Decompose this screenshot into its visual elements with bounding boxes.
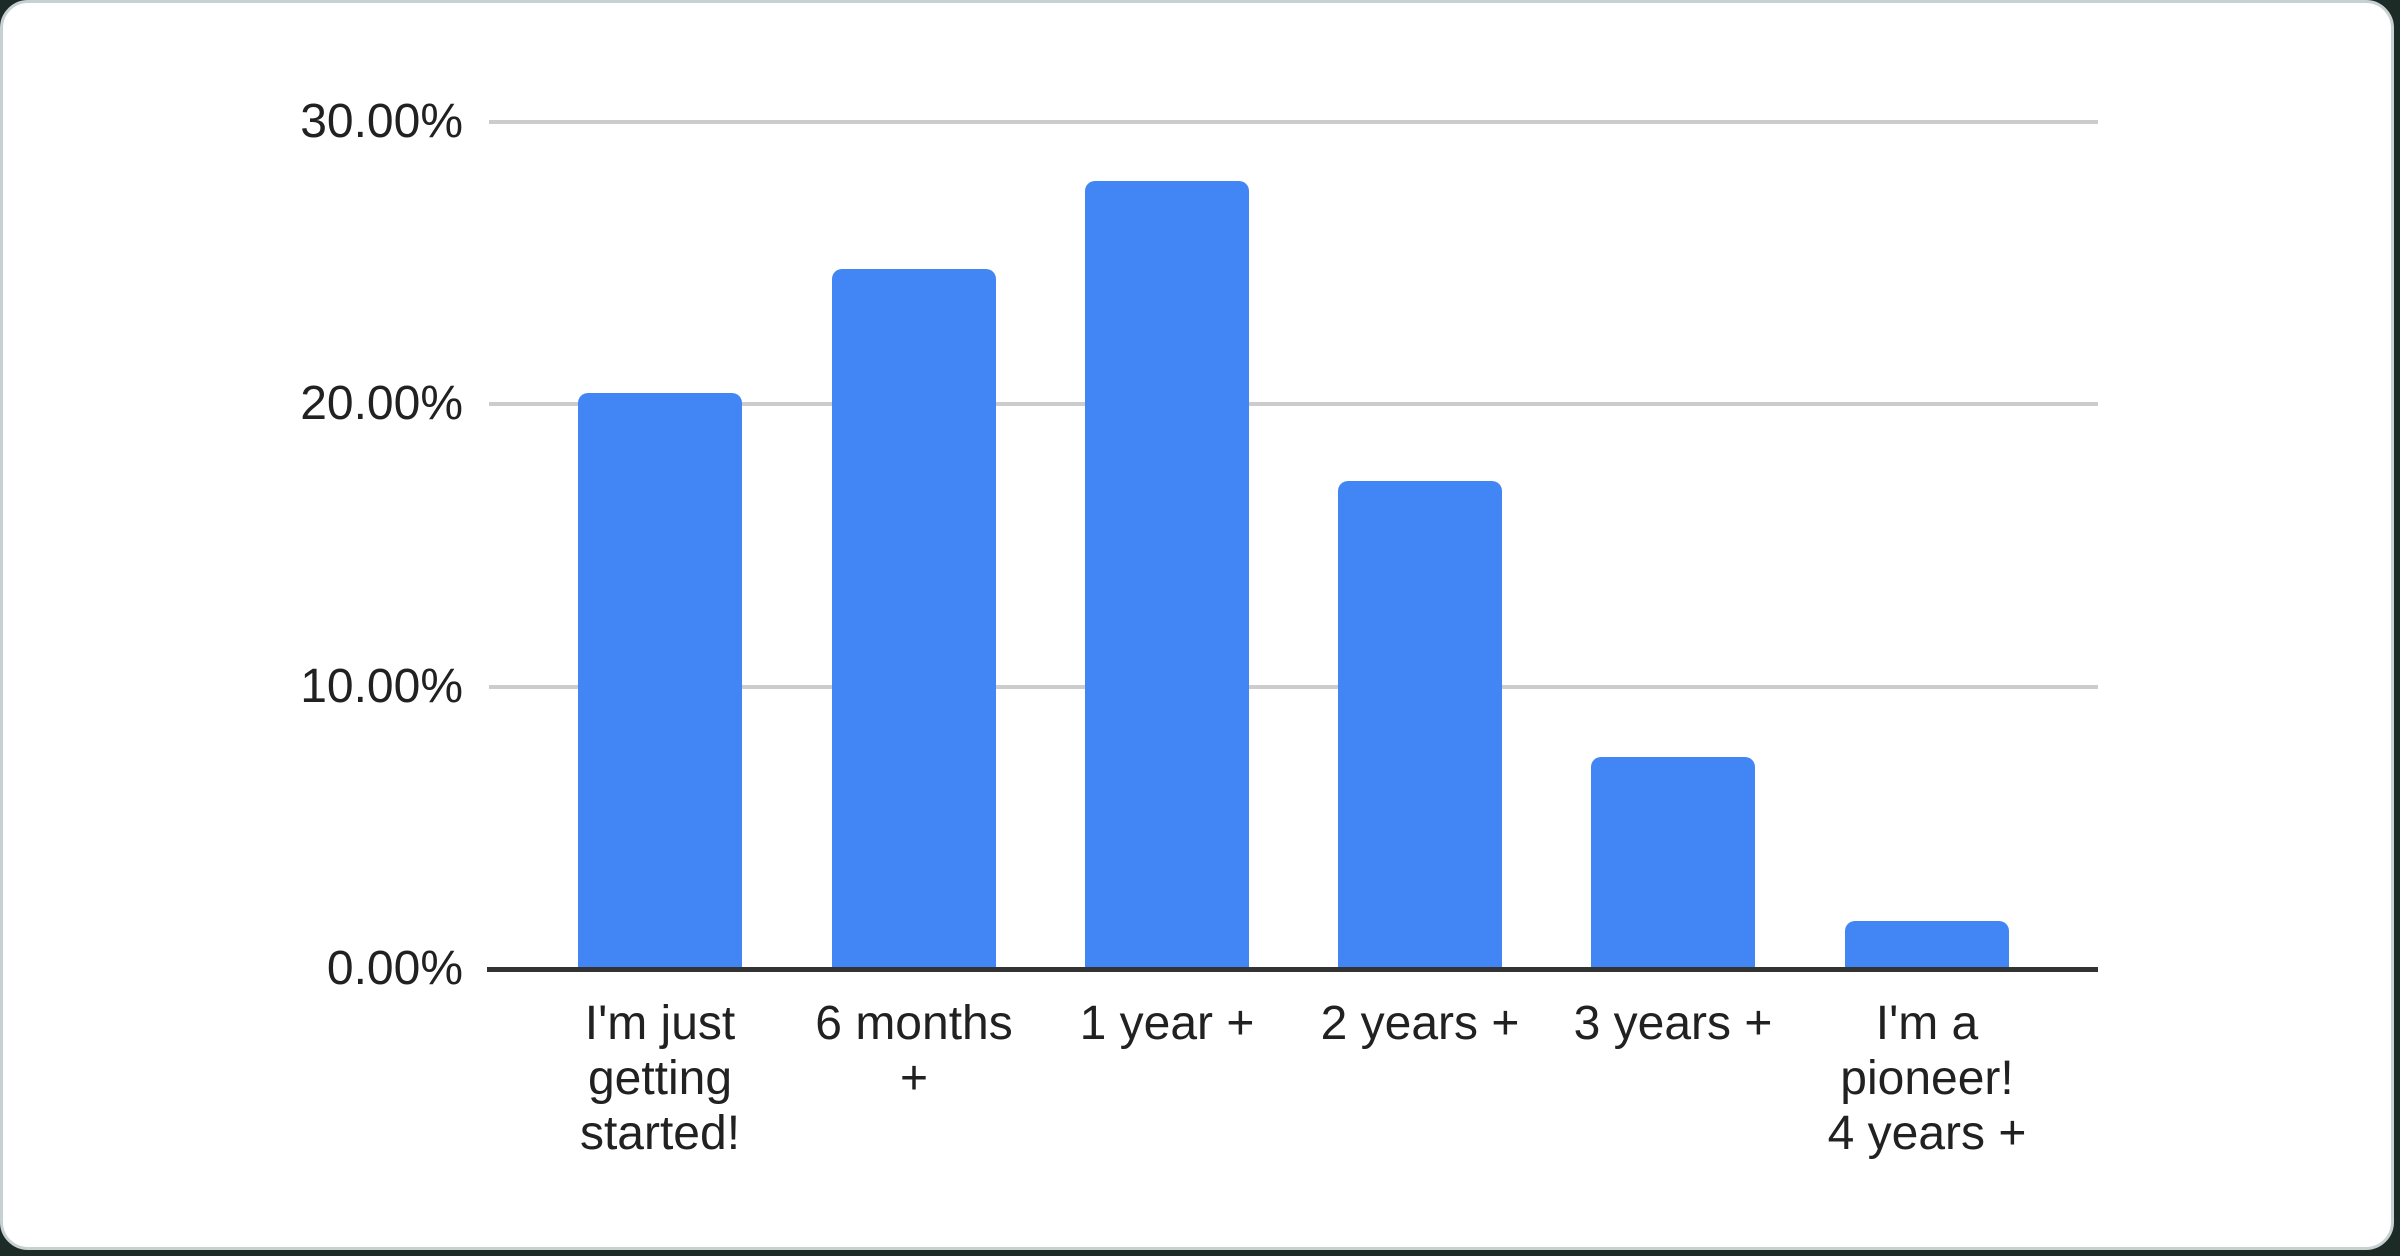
- bar-5[interactable]: [1591, 757, 1755, 969]
- y-axis-tick-label: 30.00%: [300, 95, 463, 148]
- x-axis-label-line: getting: [587, 1052, 733, 1105]
- x-axis-label-line: I'm just: [584, 997, 736, 1050]
- bar-1[interactable]: [578, 393, 742, 969]
- x-axis-label-line: +: [899, 1052, 929, 1105]
- bar-6[interactable]: [1845, 921, 2009, 969]
- bar-2[interactable]: [832, 269, 996, 969]
- x-axis-label: I'm just getting started!: [532, 996, 788, 1161]
- y-axis-tick-label: 0.00%: [326, 942, 463, 995]
- y-axis-tick-label: 20.00%: [300, 377, 463, 431]
- x-axis-label-line: 3 years +: [1573, 997, 1773, 1050]
- bar-3[interactable]: [1085, 181, 1249, 969]
- gridline: [489, 402, 2098, 407]
- x-axis-line: [487, 967, 2098, 972]
- x-axis-label-line: 4 years +: [1827, 1107, 2027, 1160]
- x-axis-label-line: 1 year +: [1079, 997, 1255, 1050]
- x-axis-label: 2 years +: [1292, 996, 1548, 1051]
- y-axis-tick-label: 10.00%: [300, 659, 463, 713]
- x-axis-label-line: pioneer!: [1840, 1052, 2014, 1105]
- gridline: [489, 684, 2098, 689]
- x-axis-label-line: 6 months: [815, 997, 1013, 1050]
- x-axis-label: 1 year +: [1039, 996, 1295, 1051]
- x-axis-label: I'm a pioneer! 4 years +: [1799, 996, 2055, 1161]
- x-axis-label-line: started!: [579, 1107, 741, 1160]
- gridline: [489, 120, 2098, 124]
- x-axis-label: 6 months +: [786, 996, 1042, 1106]
- bar-4[interactable]: [1338, 481, 1502, 969]
- x-axis-label-line: I'm a: [1875, 997, 1979, 1050]
- x-axis-label-line: 2 years +: [1320, 997, 1520, 1050]
- x-axis-label: 3 years +: [1545, 996, 1801, 1051]
